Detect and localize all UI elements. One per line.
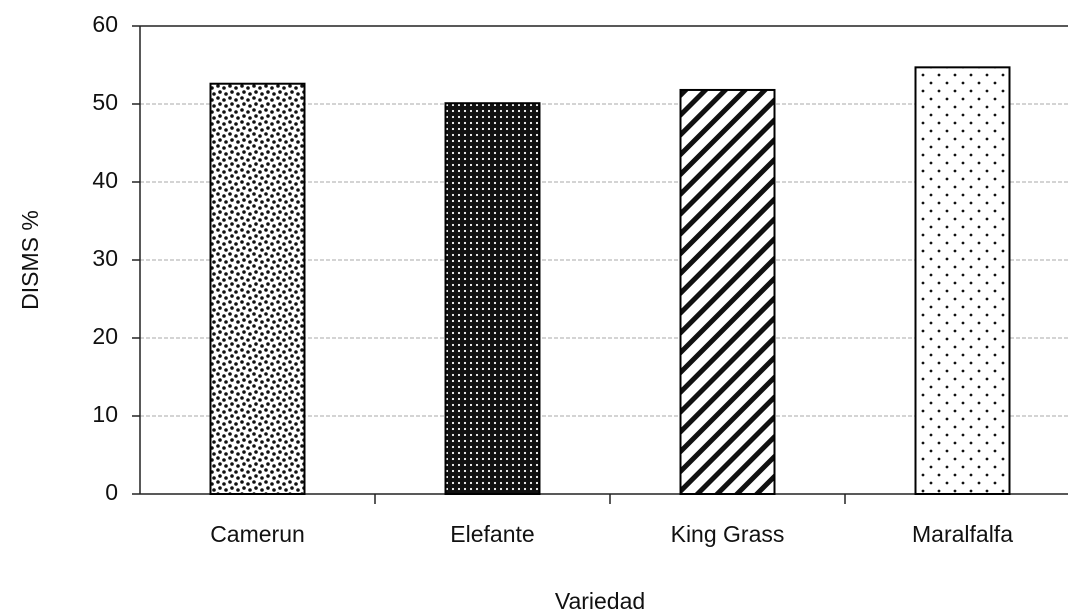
bar — [914, 66, 1011, 495]
y-tick-label: 30 — [92, 245, 118, 271]
bar — [444, 102, 541, 495]
y-tick-label: 20 — [92, 323, 118, 349]
y-tick-label: 50 — [92, 89, 118, 115]
y-axis-label: DISMS % — [17, 210, 43, 310]
bar — [209, 82, 306, 495]
y-tick-label: 40 — [92, 167, 118, 193]
x-axis-label: Variedad — [555, 588, 645, 614]
x-tick-label: King Grass — [671, 521, 785, 547]
y-tick-label: 10 — [92, 401, 118, 427]
y-tick-label: 0 — [105, 479, 118, 505]
x-tick-label: Camerun — [210, 521, 305, 547]
x-tick-label: Maralfalfa — [912, 521, 1013, 547]
bar — [679, 88, 776, 496]
x-tick-label: Elefante — [450, 521, 534, 547]
y-tick-label: 60 — [92, 11, 118, 37]
